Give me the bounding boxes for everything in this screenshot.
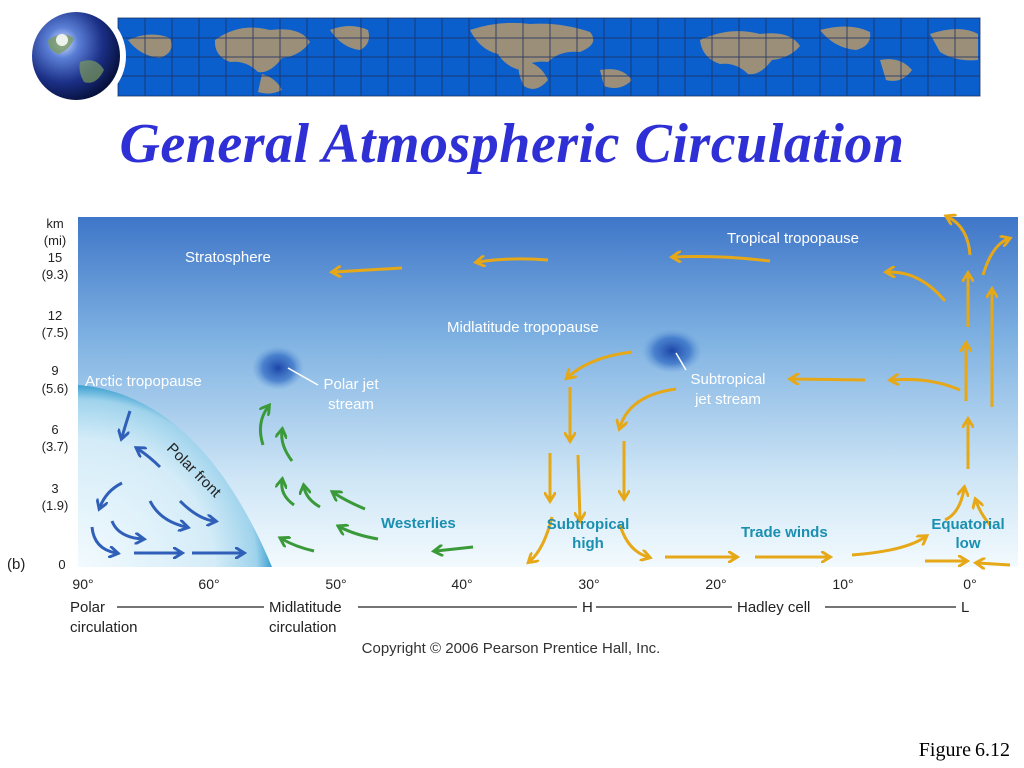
page-title: General Atmospheric Circulation (119, 113, 905, 175)
hadley-arrow (568, 350, 633, 377)
hadley-arrow (948, 217, 972, 256)
y-tick-km: 3 (51, 481, 58, 496)
subtropical-jet-core (642, 329, 702, 373)
x-tick: 10° (832, 576, 853, 592)
polar-arrow (90, 526, 116, 553)
midlatitude-cell-label: circulation (269, 619, 337, 636)
high-pressure-label: H (582, 599, 593, 616)
polar-cell-label: Polar (70, 599, 105, 616)
polar-arrow (110, 520, 142, 539)
y-tick-mi: (5.6) (42, 381, 69, 396)
westerly-arrow (340, 527, 379, 541)
westerly-arrow (260, 407, 268, 446)
y-tick-km: 0 (58, 557, 65, 572)
westerly-arrow (304, 487, 321, 509)
hadley-arrow (334, 268, 403, 272)
hadley-arrow (888, 272, 947, 302)
polar-arrow (138, 449, 162, 469)
y-tick-km: 12 (48, 308, 62, 323)
world-map-banner (117, 17, 981, 97)
polar-jet-core (252, 346, 304, 390)
figure-label-text: Figure (918, 739, 971, 761)
hadley-arrow (792, 379, 866, 380)
polar-arrow (148, 500, 186, 527)
y-tick-mi: (1.9) (42, 498, 69, 513)
low-pressure-label: L (961, 599, 969, 616)
westerlies-label: Westerlies (381, 515, 456, 532)
hadley-arrow (944, 489, 964, 522)
polar-jet-label: Polar jet (323, 376, 379, 393)
arctic-tropopause-label: Arctic tropopause (85, 373, 202, 390)
stratosphere-label: Stratosphere (185, 249, 271, 266)
y-tick-km: 9 (51, 363, 58, 378)
equatorial-low-label: Equatorial (931, 516, 1004, 533)
polar-jet-label: stream (328, 396, 374, 413)
polar-cell-label: circulation (70, 619, 138, 636)
hadley-cell-label: Hadley cell (737, 599, 810, 616)
x-tick: 40° (451, 576, 472, 592)
hadley-arrow (981, 239, 1008, 276)
figure-number-text: 6.12 (975, 739, 1010, 761)
hadley-arrow (530, 516, 554, 561)
hadley-arrow (892, 379, 961, 392)
y-tick-km: 6 (51, 422, 58, 437)
x-tick: 50° (325, 576, 346, 592)
polar-arrow (178, 499, 214, 521)
equatorial-low-label: low (956, 535, 981, 552)
panel-label: (b) (7, 556, 25, 573)
hadley-arrow (978, 563, 1011, 565)
subtropical-high-label: high (572, 535, 604, 552)
y-tick-mi: (3.7) (42, 439, 69, 454)
hadley-arrow (976, 501, 992, 526)
trade-winds-label: Trade winds (741, 524, 828, 541)
subtropical-jet-label: jet stream (694, 391, 761, 408)
globe-icon (26, 6, 126, 106)
x-tick: 20° (705, 576, 726, 592)
hadley-arrow (851, 537, 925, 557)
circulation-diagram: Stratosphere Tropical tropopause Midlati… (7, 205, 1018, 657)
subtropical-jet-label: Subtropical (690, 371, 765, 388)
hadley-arrows (334, 217, 1010, 565)
tropical-tropopause-label: Tropical tropopause (727, 230, 859, 247)
x-tick: 60° (198, 576, 219, 592)
subtropical-high-label: Subtropical (547, 516, 630, 533)
polar-arrow (122, 410, 132, 437)
x-tick: 30° (578, 576, 599, 592)
x-axis: 90° 60° 50° 40° 30° 20° 10° 0° (72, 576, 976, 592)
y-axis-unit: (mi) (44, 233, 66, 248)
hadley-arrow (578, 454, 580, 519)
midlatitude-arrows (260, 407, 474, 553)
y-axis-unit: km (46, 216, 63, 231)
westerly-arrow (334, 493, 366, 511)
x-tick: 90° (72, 576, 93, 592)
midlatitude-tropopause-label: Midlatitude tropopause (447, 319, 599, 336)
copyright-text: Copyright © 2006 Pearson Prentice Hall, … (362, 640, 661, 657)
westerly-arrow (282, 539, 315, 553)
y-axis: km (mi) 15 (9.3) 12 (7.5) 9 (5.6) 6 (3.7… (42, 216, 69, 572)
circulation-cells: Polar circulation Midlatitude circulatio… (70, 599, 969, 636)
hadley-arrow (618, 524, 648, 557)
westerly-arrow (282, 431, 294, 462)
polar-arrow (100, 481, 123, 507)
y-tick-mi: (9.3) (42, 267, 69, 282)
polar-arrows (90, 410, 242, 553)
hadley-arrow (478, 259, 549, 262)
y-tick-km: 15 (48, 250, 62, 265)
westerly-arrow (436, 547, 474, 551)
y-tick-mi: (7.5) (42, 325, 69, 340)
westerly-arrow (282, 481, 295, 507)
midlatitude-cell-label: Midlatitude (269, 599, 342, 616)
hadley-arrow (620, 387, 677, 427)
x-tick: 0° (963, 576, 976, 592)
figure-number: Figure 6.12 (915, 739, 1010, 762)
header-banner (26, 6, 981, 106)
hadley-arrow (674, 257, 771, 262)
